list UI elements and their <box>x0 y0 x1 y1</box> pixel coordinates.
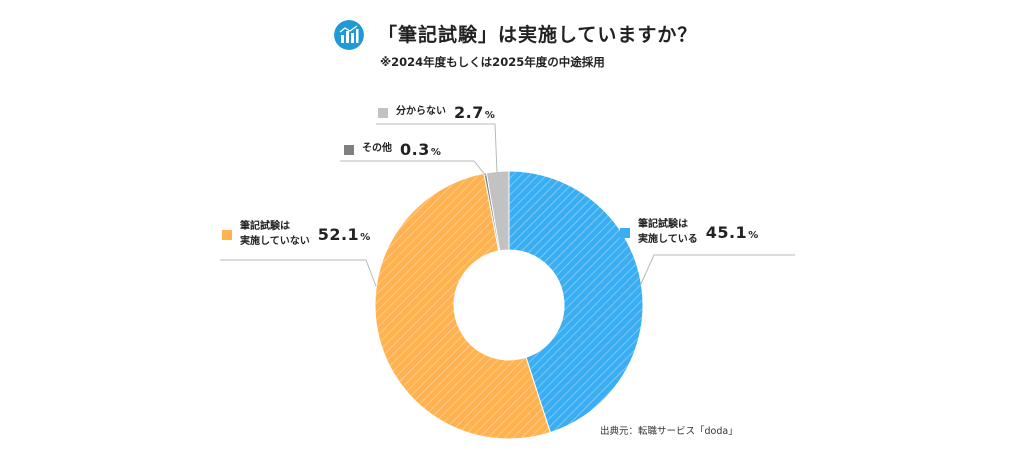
legend-item-not-implemented: 筆記試験は 実施していない 52.1% <box>222 220 371 249</box>
chart-header: 「筆記試験」は実施していますか？ ※2024年度もしくは2025年度の中途採用 <box>0 14 1024 74</box>
legend-value-implemented: 45.1% <box>705 223 759 242</box>
legend-label-not-implemented: 筆記試験は 実施していない <box>240 221 310 247</box>
leader-line-implemented <box>639 254 795 287</box>
legend-swatch-not-implemented <box>222 229 232 240</box>
legend-value-not-implemented: 52.1% <box>317 225 371 244</box>
donut-slice-implemented <box>508 170 644 434</box>
donut-slice-not-implemented <box>374 172 551 440</box>
legend-swatch-unknown <box>378 107 388 118</box>
legend-item-implemented: 筆記試験は 実施している 45.1% <box>620 218 759 247</box>
chart-title: 「筆記試験」は実施していますか？ <box>378 24 698 46</box>
chart-source: 出典元：転職サービス「doda」 <box>600 426 738 437</box>
leader-line-unknown <box>376 123 498 173</box>
legend-swatch-other <box>344 144 354 155</box>
legend-item-other: その他 0.3% <box>344 140 441 159</box>
chart-logo-icon <box>334 20 364 50</box>
leader-line-not-implemented <box>220 259 377 287</box>
donut-slice-unknown <box>485 170 510 252</box>
legend-value-unknown: 2.7% <box>454 103 496 122</box>
legend-item-unknown: 分からない 2.7% <box>378 103 495 122</box>
legend-value-other: 0.3% <box>400 140 442 159</box>
legend-label-unknown: 分からない <box>396 106 446 118</box>
legend-label-implemented: 筆記試験は 実施している <box>638 219 698 245</box>
chart-subtitle: ※2024年度もしくは2025年度の中途採用 <box>380 55 605 69</box>
leader-line-other <box>340 160 487 177</box>
legend-label-other: その他 <box>362 143 392 155</box>
legend-swatch-implemented <box>620 227 630 238</box>
